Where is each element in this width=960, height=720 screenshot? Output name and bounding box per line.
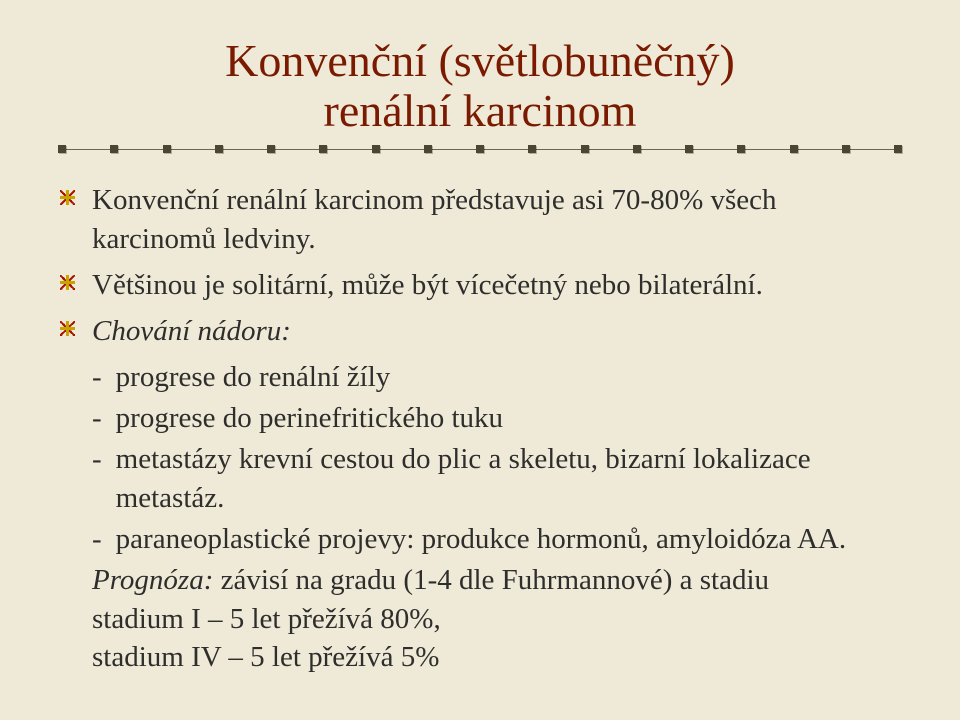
dash-marker: - [92, 358, 102, 397]
dash-item: - progrese do renální žíly [58, 358, 902, 397]
bullet-text: Většinou je solitární, může být vícečetn… [92, 269, 763, 301]
dash-item: - progrese do perinefritického tuku [58, 399, 902, 438]
bullet-item: Většinou je solitární, může být vícečetn… [58, 266, 902, 304]
divider-square [581, 145, 589, 153]
bullet-item: Konvenční renální karcinom představuje a… [58, 181, 902, 258]
divider-square [267, 145, 275, 153]
divider-squares [58, 145, 902, 153]
divider-square [58, 145, 66, 153]
title-line-2: renální karcinom [324, 85, 637, 136]
dash-marker: - [92, 399, 102, 438]
dash-text: progrese do renální žíly [116, 358, 902, 397]
divider-square [737, 145, 745, 153]
prognosis-label: Prognóza: [92, 564, 213, 596]
divider-square [476, 145, 484, 153]
dash-text: progrese do perinefritického tuku [116, 399, 902, 438]
bullet-text: Konvenční renální karcinom představuje a… [92, 184, 777, 254]
slide: Konvenční (světlobuněčný) renální karcin… [0, 0, 960, 720]
stadium-line: stadium I – 5 let přežívá 80%, [58, 600, 902, 639]
dash-marker: - [92, 520, 102, 559]
divider-square [110, 145, 118, 153]
divider-square [790, 145, 798, 153]
stadium-line: stadium IV – 5 let přežívá 5% [58, 638, 902, 677]
divider-square [685, 145, 693, 153]
divider-square [215, 145, 223, 153]
title-divider [58, 145, 902, 155]
divider-square [163, 145, 171, 153]
dash-marker: - [92, 440, 102, 518]
prognosis-text: závisí na gradu (1-4 dle Fuhrmannové) a … [213, 564, 769, 596]
divider-square [372, 145, 380, 153]
dash-text: metastázy krevní cestou do plic a skelet… [116, 440, 902, 518]
prognosis-line: Prognóza: závisí na gradu (1-4 dle Fuhrm… [58, 561, 902, 600]
divider-square [894, 145, 902, 153]
body-content: Konvenční renální karcinom představuje a… [58, 181, 902, 350]
dash-item: - metastázy krevní cestou do plic a skel… [58, 440, 902, 518]
divider-square [528, 145, 536, 153]
divider-square [424, 145, 432, 153]
bullet-item: Chování nádoru: [58, 312, 902, 350]
dash-item: - paraneoplastické projevy: produkce hor… [58, 520, 902, 559]
title-line-1: Konvenční (světlobuněčný) [225, 35, 735, 86]
slide-title: Konvenční (světlobuněčný) renální karcin… [58, 36, 902, 135]
stadium-text: stadium IV – 5 let přežívá 5% [92, 641, 439, 673]
divider-square [319, 145, 327, 153]
divider-square [633, 145, 641, 153]
bullet-text-italic: Chování nádoru: [92, 315, 291, 347]
divider-square [842, 145, 850, 153]
dash-text: paraneoplastické projevy: produkce hormo… [116, 520, 902, 559]
stadium-text: stadium I – 5 let přežívá 80%, [92, 603, 441, 635]
